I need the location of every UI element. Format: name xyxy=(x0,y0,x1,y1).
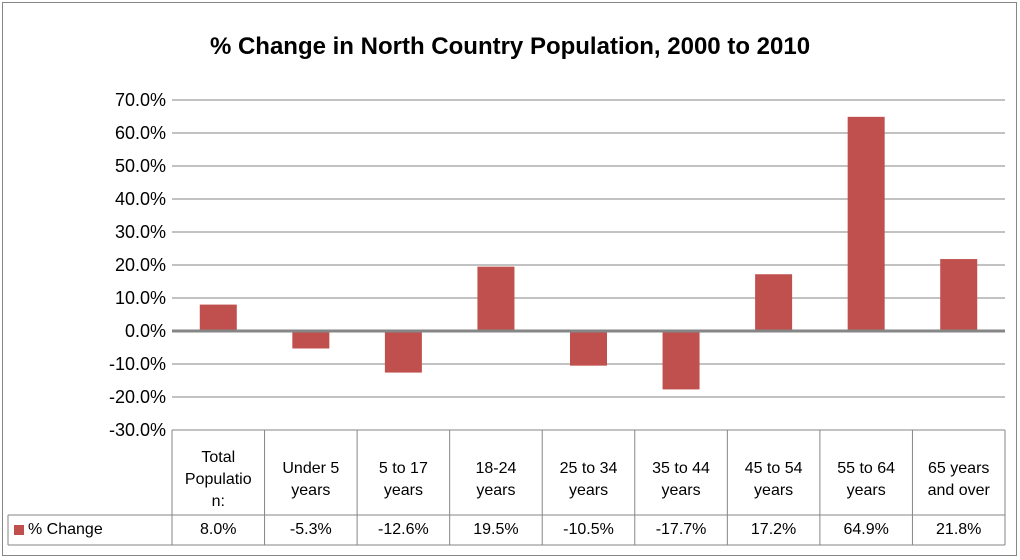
bar xyxy=(477,266,515,331)
x-tick-label: 65 years and over xyxy=(927,459,990,499)
y-tick-label: 10.0% xyxy=(114,288,166,308)
value-label: 64.9% xyxy=(843,521,889,538)
y-tick-label: -30.0% xyxy=(108,420,166,440)
value-label: -10.5% xyxy=(563,521,614,538)
legend-label: % Change xyxy=(28,521,103,538)
y-tick-label: 40.0% xyxy=(114,189,166,209)
y-tick-label: 50.0% xyxy=(114,156,166,176)
value-label: -5.3% xyxy=(289,521,332,538)
y-tick-label: 70.0% xyxy=(114,90,166,110)
value-label: 21.8% xyxy=(936,521,982,538)
bar xyxy=(847,116,885,331)
x-tick-label: 5 to 17 years xyxy=(378,459,428,499)
x-tick-label: Under 5 years xyxy=(282,459,340,499)
chart-title: % Change in North Country Population, 20… xyxy=(209,33,811,60)
bar xyxy=(570,331,607,366)
y-tick-label: 30.0% xyxy=(114,222,166,242)
bar xyxy=(940,259,978,331)
bar xyxy=(199,304,237,331)
y-tick-label: 60.0% xyxy=(114,123,166,143)
legend-swatch xyxy=(14,525,24,535)
y-tick-label: 0.0% xyxy=(124,321,166,341)
value-label: 8.0% xyxy=(200,521,237,538)
x-tick-label: 45 to 54 years xyxy=(744,459,803,499)
y-tick-label: 20.0% xyxy=(114,255,166,275)
value-label: -17.7% xyxy=(655,521,707,538)
x-tick-label: 55 to 64 years xyxy=(837,459,896,499)
bar xyxy=(662,331,700,390)
bar xyxy=(384,331,422,373)
x-tick-label: 35 to 44 years xyxy=(652,459,710,499)
x-tick-label: 18-24 years xyxy=(475,459,517,499)
value-label: 19.5% xyxy=(473,521,519,538)
bar xyxy=(755,274,793,331)
y-tick-label: -20.0% xyxy=(108,387,166,407)
value-label: 17.2% xyxy=(750,521,797,538)
x-tick-label: 25 to 34 years xyxy=(559,459,618,499)
bar xyxy=(292,331,330,349)
x-tick-label: Total Population: xyxy=(184,448,252,510)
y-tick-label: -10.0% xyxy=(108,354,166,374)
value-label: -12.6% xyxy=(378,521,429,538)
